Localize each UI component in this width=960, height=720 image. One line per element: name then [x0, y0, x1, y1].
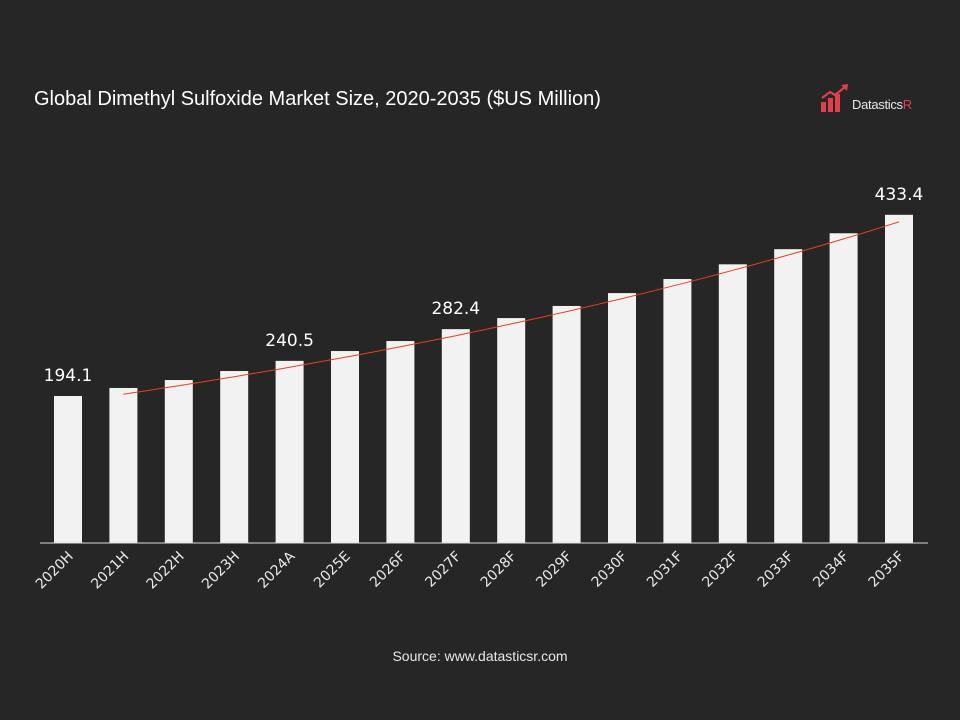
- bar-2023H: [220, 371, 249, 543]
- datasticsr-logo: DatasticsR: [820, 84, 912, 112]
- bar-chart-arrow-icon: [821, 84, 848, 112]
- x-tick-label: 2032F: [699, 549, 741, 591]
- x-tick-label: 2023H: [199, 549, 243, 593]
- x-tick-label: 2025E: [311, 549, 354, 592]
- bar-2024A: [275, 360, 304, 543]
- x-tick-label: 2029F: [533, 549, 575, 591]
- logo-text: DatasticsR: [852, 97, 912, 112]
- bar-2020H: [54, 396, 82, 543]
- x-tick-label: 2026F: [367, 549, 409, 591]
- bar-2025E: [331, 351, 359, 543]
- bar-2030F: [608, 293, 636, 543]
- bar-2022H: [164, 380, 193, 543]
- trendline: [123, 221, 900, 395]
- source-note: Source: www.datasticsr.com: [392, 648, 568, 664]
- x-tick-label: 2020H: [33, 549, 77, 593]
- data-label: 282.4: [431, 299, 480, 319]
- bar-2021H: [109, 387, 138, 543]
- bar-2033F: [774, 249, 803, 543]
- bar-2028F: [497, 318, 526, 543]
- bar-2031F: [663, 279, 692, 543]
- x-tick-label: 2034F: [810, 549, 852, 591]
- x-tick-label: 2028F: [478, 549, 520, 591]
- bar-2029F: [552, 305, 581, 543]
- bar-2032F: [718, 264, 747, 543]
- bar-2027F: [441, 329, 470, 543]
- x-tick-label: 2021H: [88, 549, 132, 593]
- x-tick-label: 2030F: [589, 549, 631, 591]
- x-tick-label: 2035F: [866, 549, 908, 591]
- x-tick-label: 2027F: [422, 549, 464, 591]
- chart-title: Global Dimethyl Sulfoxide Market Size, 2…: [34, 88, 601, 110]
- bar-2026F: [386, 341, 415, 543]
- x-tick-label: 2024A: [255, 548, 299, 592]
- x-tick-label: 2031F: [644, 549, 686, 591]
- x-tick-label: 2022H: [144, 549, 188, 593]
- data-label: 240.5: [265, 331, 314, 351]
- data-label: 433.4: [875, 185, 924, 205]
- bar-2034F: [829, 233, 858, 544]
- data-label: 194.1: [44, 366, 93, 386]
- bar-2035F: [885, 214, 913, 543]
- x-tick-label: 2033F: [755, 549, 797, 591]
